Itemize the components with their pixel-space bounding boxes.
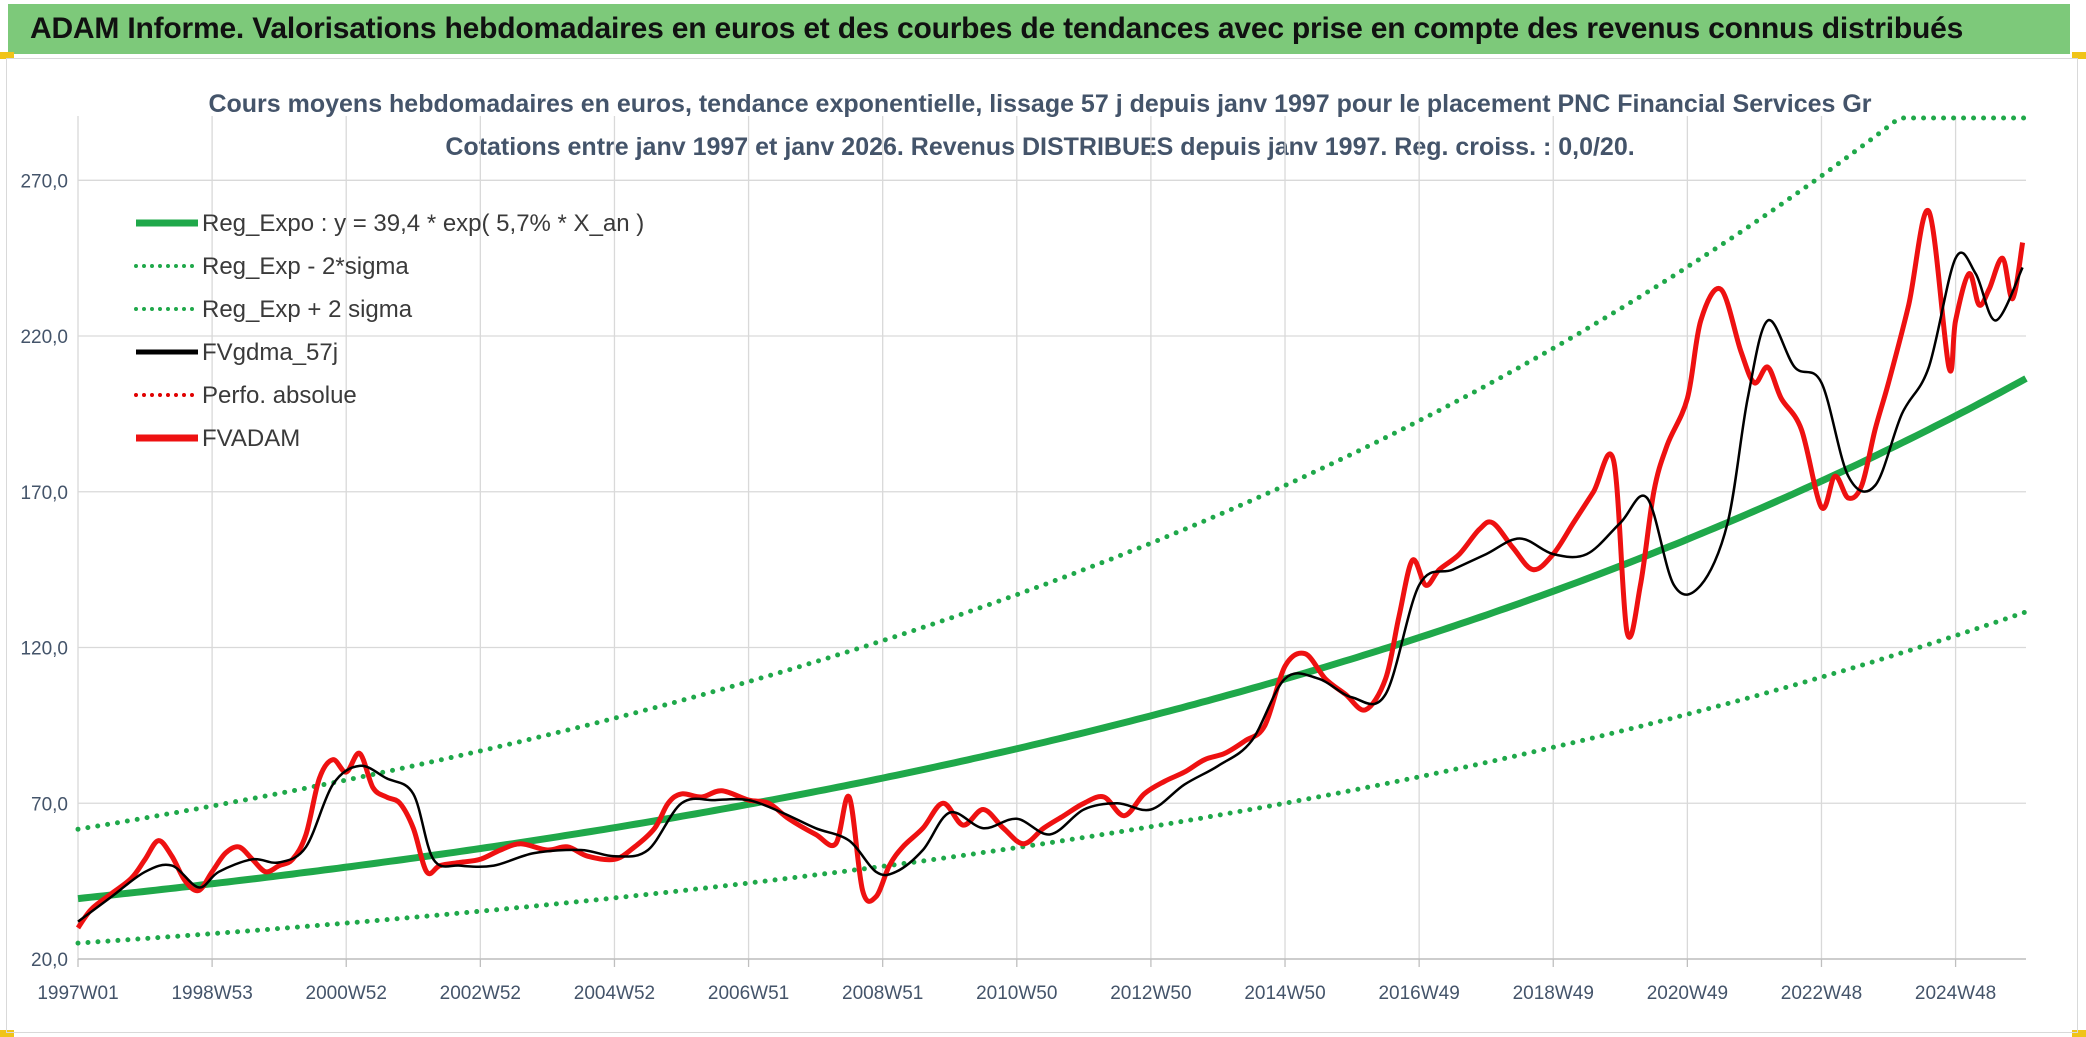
chart-title: Cours moyens hebdomadaires en euros, ten… [208, 90, 1871, 118]
y-tick-label: 270,0 [20, 171, 68, 192]
chart-area [6, 58, 2078, 1033]
report-banner: ADAM Informe. Valorisations hebdomadaire… [8, 4, 2070, 54]
series-fvadam [75, 208, 2026, 930]
corner-marker [0, 52, 14, 59]
chart-subtitle: Cotations entre janv 1997 et janv 2026. … [445, 133, 1634, 161]
legend-label: Reg_Exp - 2*sigma [202, 253, 409, 280]
y-axis: 20,0 70,0 120,0 170,0 220,0 270,0 [20, 171, 68, 971]
x-tick-label: 2012W50 [1110, 983, 1191, 1004]
x-tick-label: 1998W53 [171, 983, 252, 1004]
x-tick-label: 2010W50 [976, 983, 1057, 1004]
legend: Reg_Expo : y = 39,4 * exp( 5,7% * X_an )… [134, 210, 644, 452]
legend-label: FVgdma_57j [202, 339, 338, 366]
series-group [75, 115, 2029, 946]
x-tick-label: 2006W51 [708, 983, 789, 1004]
x-tick-label: 2018W49 [1513, 983, 1594, 1004]
corner-marker [2072, 1030, 2086, 1037]
x-tick-label: 2016W49 [1378, 983, 1459, 1004]
series-reg-exp-plus-2sigma [75, 115, 2029, 832]
x-tick-label: 2008W51 [842, 983, 923, 1004]
report-title: ADAM Informe. Valorisations hebdomadaire… [30, 12, 1964, 45]
legend-label: Reg_Expo : y = 39,4 * exp( 5,7% * X_an ) [202, 210, 644, 237]
legend-label: Reg_Exp + 2 sigma [202, 296, 413, 323]
series-reg-exp-minus-2sigma [75, 609, 2029, 946]
grid-lines [77, 116, 2026, 960]
y-tick-label: 20,0 [31, 950, 68, 971]
y-tick-label: 120,0 [20, 639, 68, 660]
series-reg-expo [77, 375, 2028, 903]
legend-label: FVADAM [202, 425, 300, 452]
x-tick-label: 2000W52 [306, 983, 387, 1004]
corner-marker [0, 1030, 14, 1037]
y-tick-label: 170,0 [20, 483, 68, 504]
x-tick-label: 2004W52 [574, 983, 655, 1004]
x-tick-label: 1997W01 [37, 983, 118, 1004]
x-tick-label: 2024W48 [1915, 983, 1996, 1004]
x-tick-label: 2020W49 [1647, 983, 1728, 1004]
series-fvgdma-57j [77, 251, 2024, 923]
x-tick-label: 2022W48 [1781, 983, 1862, 1004]
x-tick-label: 2002W52 [440, 983, 521, 1004]
x-axis: 1997W01 1998W53 2000W52 2002W52 2004W52 2006W… [37, 958, 2026, 1004]
corner-marker [2072, 52, 2086, 59]
legend-label: Perfo. absolue [202, 382, 357, 409]
y-tick-label: 220,0 [20, 327, 68, 348]
x-tick-label: 2014W50 [1244, 983, 1325, 1004]
y-tick-label: 70,0 [31, 794, 68, 815]
